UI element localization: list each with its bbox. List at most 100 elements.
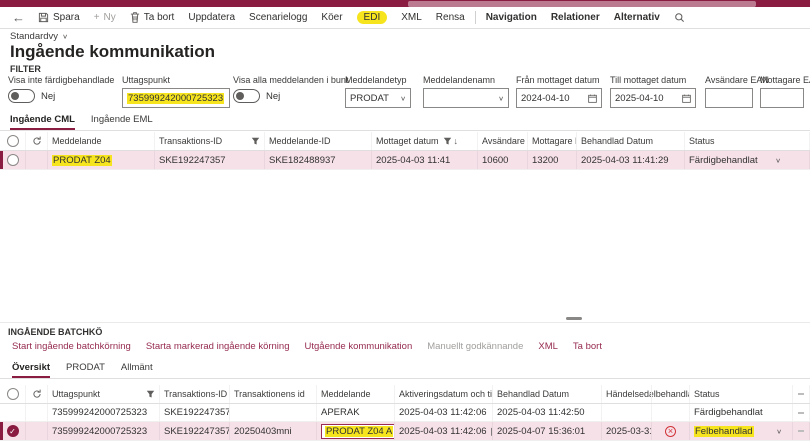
col-meddelande-id[interactable]: Meddelande-ID: [265, 132, 372, 150]
sort-desc-icon: ↓: [453, 136, 459, 146]
xml-link-button[interactable]: XML: [538, 341, 558, 352]
page-title: Ingående kommunikation: [10, 42, 215, 61]
col-mottagare-ean[interactable]: Mottagare EAN: [528, 132, 577, 150]
meddelande-value: PRODAT Z04: [52, 154, 112, 166]
edi-highlight: EDI: [356, 11, 388, 24]
relations-menu[interactable]: Relationer: [550, 12, 600, 23]
avsandare-ean-input[interactable]: [705, 88, 753, 108]
refresh-icon[interactable]: [32, 136, 42, 146]
manual-approve-button: Manuellt godkännande: [427, 341, 524, 352]
calendar-icon: [682, 94, 691, 103]
error-icon: ×: [665, 425, 676, 437]
view-selector[interactable]: Standardvy ∨: [10, 31, 68, 42]
plus-icon: +: [93, 12, 100, 23]
delete-button[interactable]: Ta bort: [123, 7, 182, 28]
clear-button[interactable]: Rensa: [435, 12, 465, 23]
tab-oversikt[interactable]: Översikt: [12, 358, 51, 378]
status-badge: Färdigbehandlat: [689, 154, 758, 166]
truncated-column: [793, 385, 810, 403]
col-handelsedatum[interactable]: Händelsedatum: [602, 385, 652, 403]
action-toolbar: ← Spara + Ny Ta bort Uppdatera Scenariel…: [0, 7, 810, 29]
refresh-icon[interactable]: [32, 389, 42, 399]
col-transaktions-id[interactable]: Transaktions-ID ↑: [160, 385, 230, 403]
row-selected-check[interactable]: ✓: [6, 425, 19, 437]
filter-uttagspunkt: Uttagspunkt 735999242000725323: [122, 75, 230, 108]
chevron-down-icon: ∨: [62, 32, 68, 41]
col-transaktionens-id[interactable]: Transaktionens id: [230, 385, 317, 403]
tab-allmant[interactable]: Allmänt: [120, 361, 153, 373]
batch-tabs: Översikt PRODAT Allmänt: [0, 358, 810, 379]
calendar-icon: [588, 94, 597, 103]
show-all-toggle[interactable]: [233, 89, 260, 103]
select-all-radio[interactable]: [6, 388, 19, 400]
col-transaktions-id[interactable]: Transaktions-ID: [155, 132, 265, 150]
message-tabs: Ingående CML Ingående EML: [0, 111, 810, 131]
table-row[interactable]: 735999242000725323 SKE192247357 APERAK 2…: [0, 404, 810, 422]
col-behandlad-datum[interactable]: Behandlad Datum: [493, 385, 602, 403]
batch-section-title: INGÅENDE BATCHKÖ: [8, 327, 103, 337]
col-meddelande[interactable]: Meddelande: [317, 385, 395, 403]
outgoing-communication-button[interactable]: Utgående kommunikation: [304, 341, 413, 352]
table-row[interactable]: ✓ 735999242000725323 SKE192247357 202504…: [0, 422, 810, 441]
col-aktiveringsdatum[interactable]: Aktiveringsdatum och tid: [395, 385, 493, 403]
splitter-handle-icon: [566, 317, 582, 320]
tab-prodat[interactable]: PRODAT: [66, 361, 105, 373]
save-icon: [38, 12, 49, 23]
edi-button[interactable]: EDI: [350, 7, 395, 28]
from-date-input[interactable]: 2024-04-10: [516, 88, 602, 108]
filter-to-date: Till mottaget datum 2025-04-10: [610, 75, 696, 108]
truncated-column-content: [798, 430, 804, 432]
to-date-input[interactable]: 2025-04-10: [610, 88, 696, 108]
col-meddelande[interactable]: Meddelande: [48, 132, 155, 150]
tab-ingaende-cml[interactable]: Ingående CML: [10, 111, 75, 130]
toolbar-divider: [474, 11, 476, 24]
meddelandenamn-select[interactable]: ∨: [423, 88, 509, 108]
checkmark-icon: ✓: [9, 427, 16, 436]
tab-ingaende-eml[interactable]: Ingående EML: [90, 114, 153, 125]
filter-funnel-icon: [146, 390, 155, 399]
truncated-column-content: [798, 393, 804, 395]
meddelandetyp-select[interactable]: PRODAT ∨: [345, 88, 411, 108]
meddelande-edit-field[interactable]: PRODAT Z04 A: [321, 423, 394, 439]
chevron-down-icon: ∨: [498, 94, 504, 102]
pane-splitter[interactable]: [0, 314, 810, 323]
col-uttagspunkt[interactable]: Uttagspunkt: [48, 385, 160, 403]
col-status[interactable]: Status: [685, 132, 810, 150]
update-button[interactable]: Uppdatera: [188, 12, 236, 23]
filter-mottagare-ean: Mottagare EAN: [760, 75, 810, 108]
col-felbehandlad[interactable]: Felbehandlad: [652, 385, 690, 403]
calendar-icon[interactable]: [490, 427, 492, 436]
save-button[interactable]: Spara: [31, 7, 87, 28]
table-row[interactable]: PRODAT Z04 SKE192247357 SKE182488937 202…: [0, 151, 810, 170]
new-button: + Ny: [93, 12, 116, 23]
search-icon: [674, 12, 685, 23]
chevron-down-icon: ∨: [400, 94, 406, 102]
filter-not-processed: Visa inte färdigbehandlade Nej: [8, 75, 115, 103]
chevron-down-icon[interactable]: ∨: [776, 427, 782, 435]
batch-actions: Start ingående batchkörning Starta marke…: [12, 341, 602, 352]
start-marked-button[interactable]: Starta markerad ingående körning: [145, 341, 290, 352]
toolbar-search-button[interactable]: [667, 7, 692, 28]
chevron-down-icon[interactable]: ∨: [775, 156, 781, 164]
select-all-radio[interactable]: [6, 135, 19, 147]
col-behandlad-datum[interactable]: Behandlad Datum: [577, 132, 685, 150]
back-arrow-icon: ←: [12, 10, 25, 25]
incoming-messages-grid: Meddelande Transaktions-ID Meddelande-ID…: [0, 132, 810, 170]
mottagare-ean-input[interactable]: [760, 88, 804, 108]
xml-button[interactable]: XML: [401, 12, 422, 23]
row-select-radio[interactable]: [6, 154, 19, 166]
filter-from-date: Från mottaget datum 2024-04-10: [516, 75, 602, 108]
col-mottaget-datum[interactable]: Mottaget datum ↓: [372, 132, 478, 150]
delete-link-button[interactable]: Ta bort: [572, 341, 602, 352]
options-menu[interactable]: Alternativ: [613, 12, 660, 23]
col-avsandare-ean[interactable]: Avsändare EAN: [478, 132, 528, 150]
navigation-menu[interactable]: Navigation: [485, 12, 537, 23]
uttagspunkt-input[interactable]: 735999242000725323: [122, 88, 230, 108]
queues-button[interactable]: Köer: [321, 12, 343, 23]
scenariolog-button[interactable]: Scenarielogg: [249, 12, 308, 23]
not-processed-toggle[interactable]: [8, 89, 35, 103]
global-search-box[interactable]: [408, 1, 756, 7]
back-button[interactable]: ←: [6, 7, 31, 28]
start-batch-button[interactable]: Start ingående batchkörning: [12, 341, 131, 352]
col-status[interactable]: Status: [690, 385, 793, 403]
